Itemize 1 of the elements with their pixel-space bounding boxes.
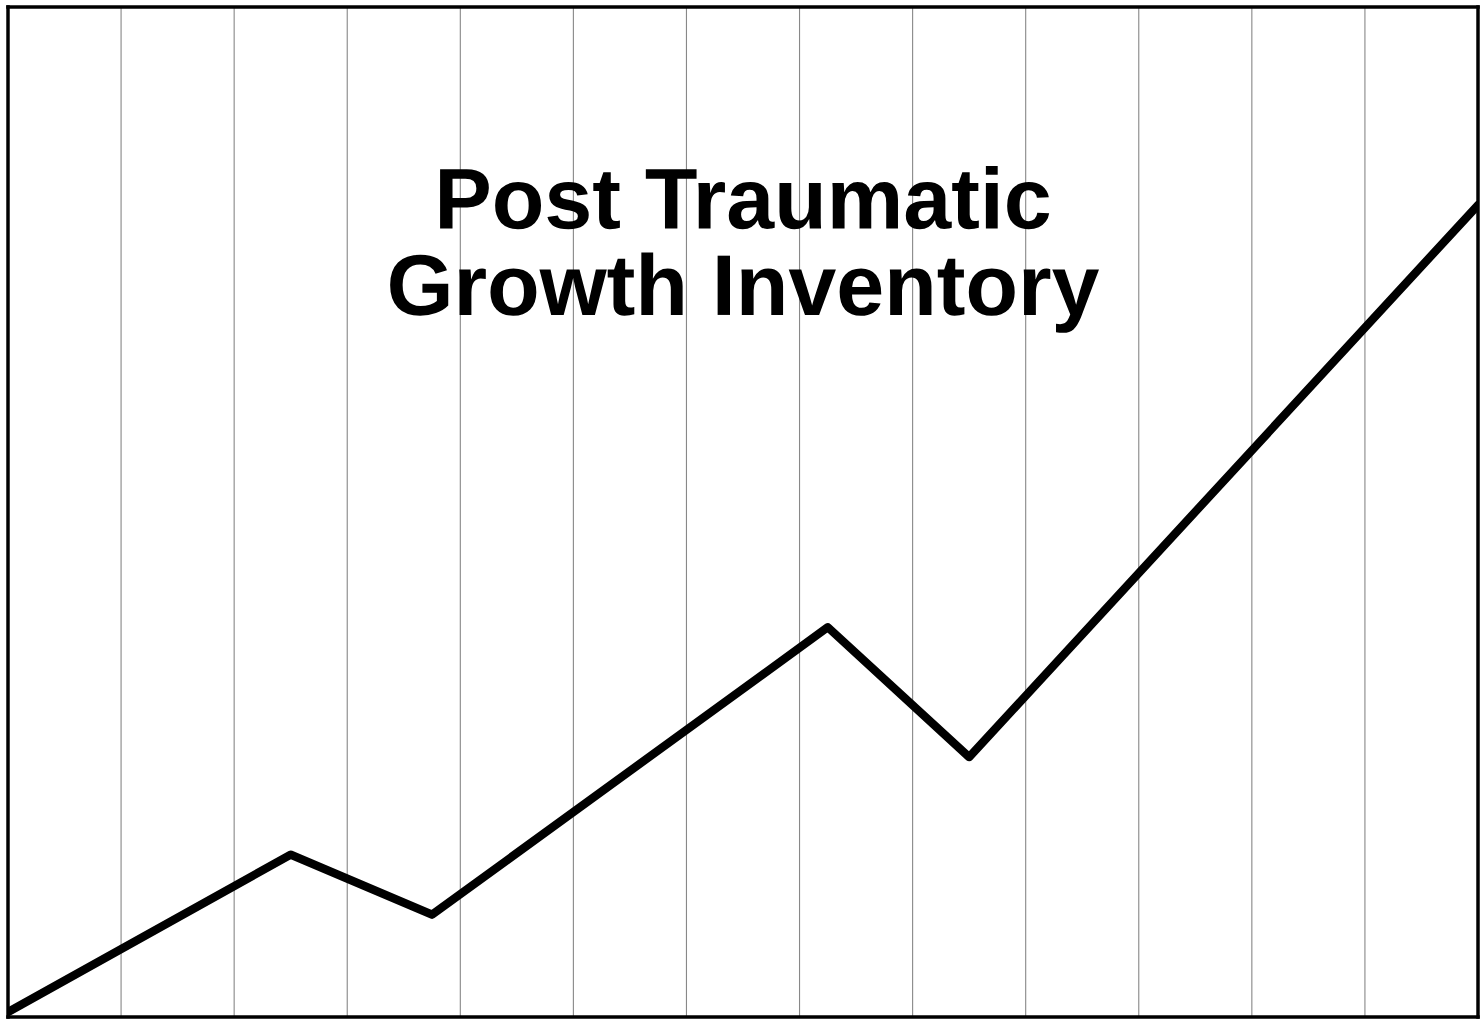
chart-title: Post Traumatic Growth Inventory [390,166,1099,333]
